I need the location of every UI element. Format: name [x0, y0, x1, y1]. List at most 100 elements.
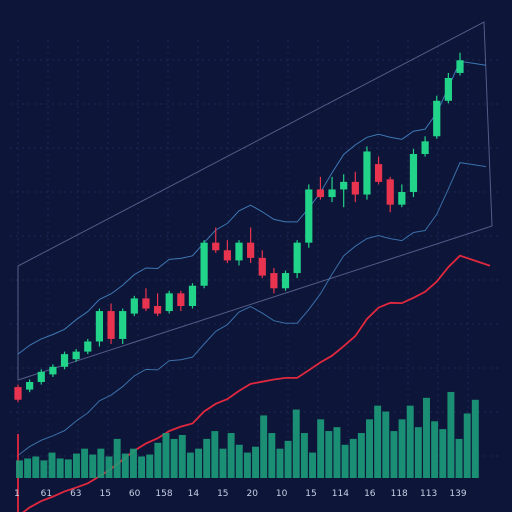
candle-body — [340, 181, 348, 190]
candle-body — [374, 164, 383, 182]
x-tick-label: 16 — [364, 489, 376, 499]
volume-bar — [268, 433, 276, 478]
candle-up — [37, 369, 45, 385]
volume-bar — [97, 448, 105, 478]
x-tick-label: 20 — [246, 489, 258, 499]
candle-body — [409, 154, 418, 192]
candle-down — [386, 176, 394, 213]
band-lines — [17, 60, 487, 456]
volume-bar — [40, 460, 48, 478]
volume-bar — [414, 427, 422, 478]
x-tick-label: 118 — [391, 489, 408, 499]
grid — [10, 40, 500, 478]
candle-body — [130, 298, 138, 314]
volume-bar — [406, 405, 414, 478]
candle-down — [258, 250, 266, 279]
candle-body — [270, 273, 278, 289]
volume-bar — [178, 434, 186, 478]
volume-bar — [382, 411, 390, 478]
candle-body — [305, 189, 313, 243]
candle-up — [444, 72, 452, 104]
candle-up — [95, 308, 104, 347]
volume-bar — [243, 452, 251, 478]
volume-bars — [16, 391, 479, 478]
x-tick-label: 63 — [70, 489, 81, 499]
candle-body — [26, 382, 34, 390]
candle-body — [142, 298, 150, 309]
candle-body — [293, 242, 301, 274]
candle-body — [72, 351, 80, 360]
volume-bar — [325, 431, 333, 478]
volume-bar — [24, 458, 32, 478]
candle-body — [328, 189, 336, 198]
candle-up — [328, 176, 336, 203]
volume-bar — [154, 442, 162, 478]
volume-bar — [463, 413, 471, 478]
upper-band-line — [17, 60, 487, 355]
candle-body — [456, 60, 464, 73]
candle-down — [374, 156, 383, 185]
volume-bar — [349, 438, 357, 478]
candle-body — [281, 273, 290, 289]
volume-bar — [170, 438, 178, 478]
candle-up — [119, 308, 127, 344]
candle-body — [200, 242, 208, 286]
volume-bar — [357, 433, 365, 478]
volume-bar — [186, 452, 194, 478]
candle-up — [130, 295, 138, 317]
volume-bar — [138, 456, 146, 478]
volume-bar — [162, 433, 170, 478]
x-tick-label: 15 — [217, 489, 228, 499]
volume-bar — [219, 448, 227, 478]
candle-up — [281, 270, 290, 291]
candles — [14, 52, 464, 403]
candle-up — [200, 240, 208, 289]
volume-bar — [227, 433, 235, 478]
candle-body — [119, 311, 127, 339]
channel-outline — [17, 21, 493, 381]
volume-bar — [56, 458, 64, 478]
trend-line — [17, 254, 491, 512]
volume-bar — [235, 444, 243, 478]
volume-bar — [64, 459, 72, 478]
candle-up — [363, 146, 371, 200]
candle-body — [60, 354, 69, 367]
volume-bar — [423, 397, 430, 478]
candle-down — [247, 227, 255, 263]
volume-bar — [374, 405, 382, 478]
volume-bar — [72, 453, 80, 478]
price-channel — [17, 21, 493, 381]
volume-bar — [252, 446, 260, 478]
volume-bar — [16, 460, 23, 478]
candle-body — [37, 371, 45, 382]
x-tick-label: 60 — [129, 489, 141, 499]
volume-bar — [203, 438, 211, 478]
candle-up — [305, 184, 313, 248]
candle-up — [433, 95, 441, 139]
candle-body — [14, 387, 22, 400]
candle-body — [223, 250, 231, 261]
volume-bar — [292, 409, 300, 478]
candle-body — [351, 181, 359, 195]
candle-body — [386, 179, 394, 205]
candle-down — [316, 176, 325, 200]
candle-down — [142, 288, 150, 312]
candle-up — [72, 349, 80, 362]
volume-bar — [121, 453, 129, 478]
candle-body — [258, 257, 266, 276]
candle-body — [247, 242, 255, 258]
candle-body — [95, 311, 104, 342]
trend-line-path — [17, 254, 491, 512]
x-tick-label: 158 — [155, 489, 172, 499]
volume-bar — [129, 448, 137, 478]
x-tick-label: 1 — [14, 489, 20, 499]
lower-band-line — [17, 162, 487, 456]
volume-bar — [471, 399, 479, 478]
volume-bar — [317, 419, 325, 478]
volume-bar — [195, 448, 203, 478]
volume-bar — [105, 456, 113, 478]
x-tick-label: 114 — [332, 489, 349, 499]
x-tick-label: 61 — [41, 489, 52, 499]
candle-down — [107, 303, 115, 344]
volume-bar — [447, 391, 455, 478]
